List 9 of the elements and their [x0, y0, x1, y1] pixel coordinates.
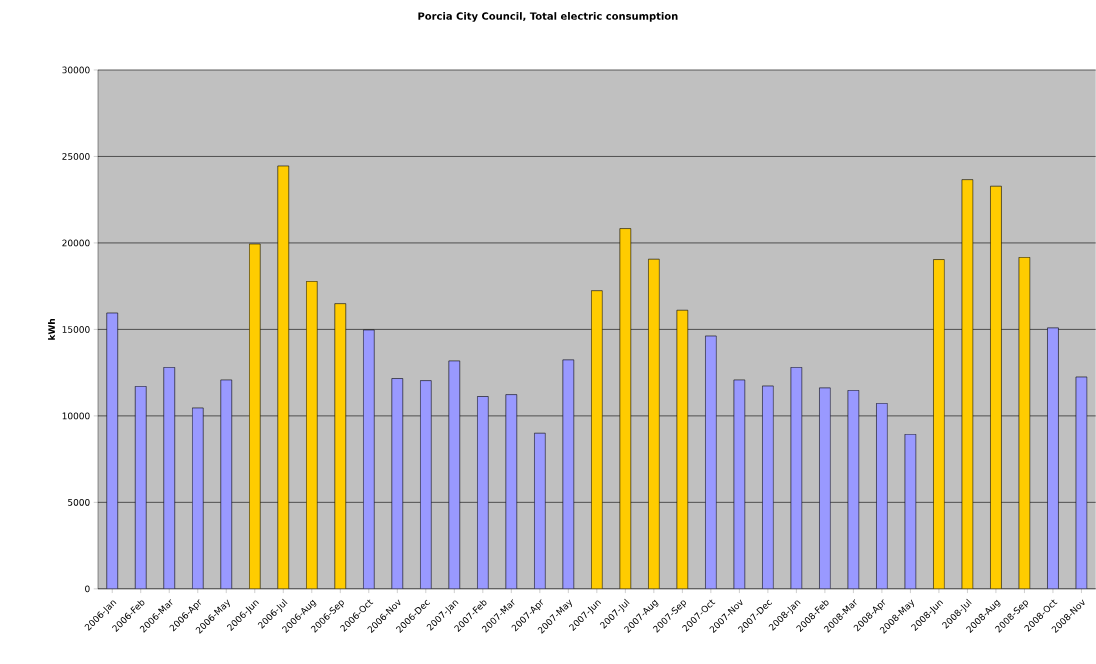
y-tick-label: 10000: [62, 412, 90, 420]
y-axis-title: kWh: [48, 319, 55, 340]
y-tick-label: 20000: [62, 239, 90, 247]
y-tick-label: 0: [85, 585, 90, 593]
y-tick-label: 30000: [62, 66, 90, 74]
y-tick-label: 5000: [68, 499, 90, 506]
y-tick-label: 15000: [62, 326, 90, 333]
y-tick-label: 25000: [62, 153, 90, 160]
chart-title: Porcia City Council, Total electric consumption: [418, 12, 678, 22]
